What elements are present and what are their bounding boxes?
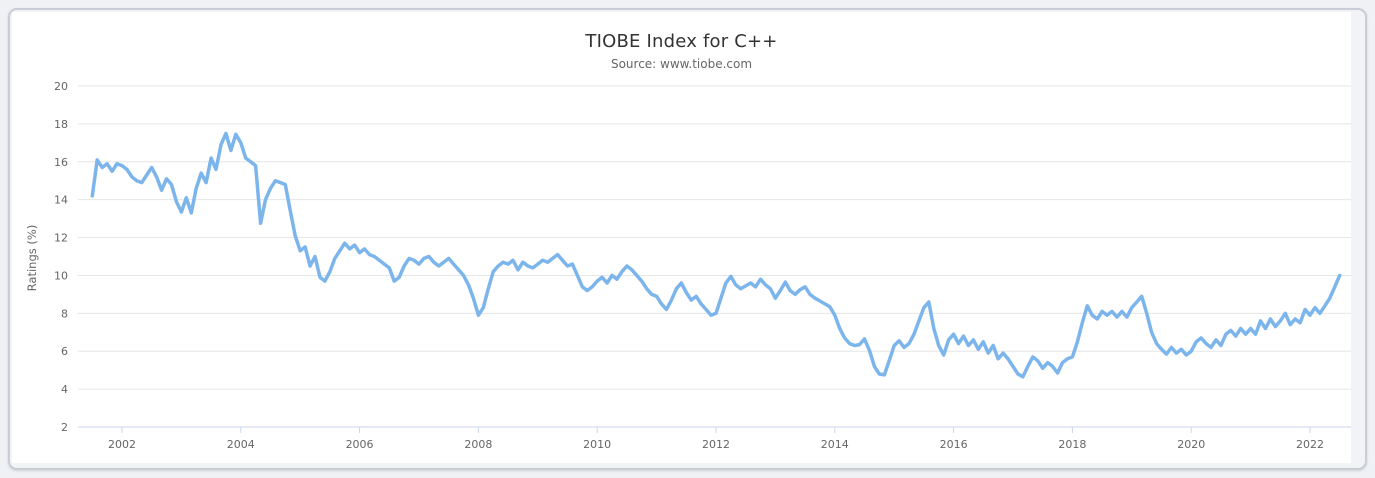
x-axis-tick-label: 2006 — [346, 438, 374, 451]
y-axis-tick-label: 4 — [61, 383, 68, 396]
y-axis-tick-label: 12 — [54, 232, 68, 245]
x-axis-tick-label: 2022 — [1296, 438, 1324, 451]
x-axis-tick-label: 2014 — [821, 438, 849, 451]
x-axis-tick-label: 2020 — [1177, 438, 1205, 451]
y-axis-tick-label: 18 — [54, 118, 68, 131]
x-axis-tick-label: 2008 — [464, 438, 492, 451]
x-axis-tick-label: 2012 — [702, 438, 730, 451]
chart-title: TIOBE Index for C++ — [585, 31, 778, 52]
y-axis-tick-label: 8 — [61, 307, 68, 320]
x-axis-tick-label: 2010 — [583, 438, 611, 451]
y-axis-tick-label: 14 — [54, 194, 68, 207]
chart-card: TIOBE Index for C++ Source: www.tiobe.co… — [12, 12, 1351, 463]
y-axis-tick-label: 20 — [54, 80, 68, 93]
y-axis-tick-label: 16 — [54, 156, 68, 169]
x-axis-tick-label: 2004 — [227, 438, 255, 451]
chart-plot-area: 2 4 6 8 10 12 14 16 18 20 2002 2004 2006 2008 2010 2012… — [54, 80, 1351, 451]
series-line[interactable] — [90, 131, 1342, 379]
x-axis-tick-label: 2018 — [1058, 438, 1086, 451]
y-axis-tick-label: 2 — [61, 421, 68, 434]
x-axis-tick-label: 2002 — [108, 438, 136, 451]
y-axis-tick-label: 10 — [54, 269, 68, 282]
chart-subtitle: Source: www.tiobe.com — [610, 57, 753, 71]
x-axis-tick-label: 2016 — [940, 438, 968, 451]
y-axis-tick-label: 6 — [61, 345, 68, 358]
chart-frame: TIOBE Index for C++ Source: www.tiobe.co… — [8, 8, 1367, 470]
